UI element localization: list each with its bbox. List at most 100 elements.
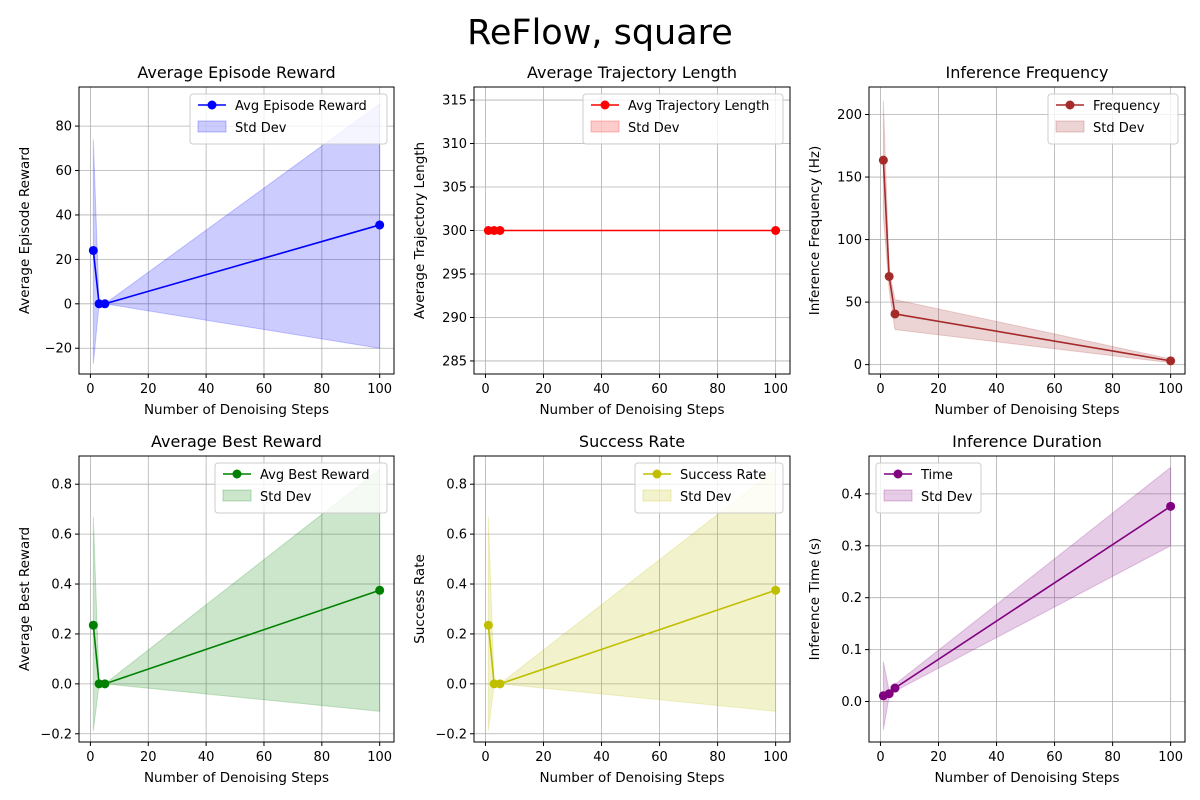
data-point — [88, 245, 98, 255]
data-point — [771, 226, 781, 235]
data-point — [884, 689, 894, 699]
y-tick-label: 305 — [442, 181, 467, 196]
y-tick-label: 290 — [442, 311, 467, 326]
legend-marker — [1065, 100, 1075, 110]
chart-title: Average Best Reward — [151, 432, 322, 451]
x-tick-label: 0 — [876, 382, 884, 397]
legend: Avg Trajectory Length Std Dev — [582, 93, 784, 145]
series-line — [882, 160, 1171, 362]
legend-band-swatch — [590, 120, 620, 133]
x-tick-label: 20 — [535, 750, 552, 765]
x-tick-label: 80 — [709, 750, 726, 765]
chart-panel-2: 0 20 40 60 80 100 285 290 295 300 305 310 315 Average… — [412, 63, 791, 418]
data-point — [884, 271, 894, 281]
legend-entry-band: Std Dev — [921, 490, 973, 505]
chart-title: Average Episode Reward — [137, 63, 335, 82]
axes-frame — [473, 455, 791, 743]
data-point — [100, 299, 110, 309]
data-point — [100, 679, 110, 689]
y-axis-label: Inference Frequency (Hz) — [807, 146, 823, 316]
chart-title: Average Trajectory Length — [527, 63, 737, 82]
x-tick-label: 0 — [86, 750, 94, 765]
y-tick-label: 285 — [442, 354, 467, 369]
x-tick-label: 0 — [481, 382, 489, 397]
y-tick-label: 80 — [55, 120, 72, 135]
y-tick-label: 0.0 — [446, 677, 467, 692]
y-axis-label: Average Best Reward — [17, 527, 33, 671]
x-tick-label: 40 — [198, 750, 215, 765]
y-tick-label: 315 — [442, 94, 467, 109]
chart-panel-4: 0 20 40 60 80 100 −0.2 0.0 0.2 0.4 0.6 0.8 Average B… — [17, 432, 395, 786]
data-point — [1166, 356, 1176, 366]
x-tick-label: 100 — [763, 750, 788, 765]
y-tick-label: −20 — [45, 342, 72, 357]
x-tick-label: 40 — [198, 382, 215, 397]
legend: Time Std Dev — [875, 462, 982, 514]
x-tick-label: 40 — [593, 750, 610, 765]
legend-entry-band: Std Dev — [680, 490, 732, 505]
axes-frame — [868, 86, 1186, 375]
data-point — [890, 309, 900, 319]
data-point — [878, 155, 888, 165]
y-tick-label: 0.0 — [51, 677, 72, 692]
y-tick-label: 200 — [837, 108, 862, 123]
x-tick-label: 20 — [535, 382, 552, 397]
y-tick-label: −0.2 — [40, 727, 72, 742]
y-tick-label: 50 — [845, 296, 862, 311]
legend-entry-band: Std Dev — [260, 490, 312, 505]
y-tick-label: 0.2 — [446, 627, 467, 642]
x-tick-label: 0 — [481, 750, 489, 765]
x-axis-label: Number of Denoising Steps — [539, 402, 724, 418]
x-tick-label: 0 — [86, 382, 94, 397]
x-axis-label: Number of Denoising Steps — [144, 770, 329, 786]
x-tick-label: 60 — [651, 382, 668, 397]
data-point — [1166, 501, 1176, 511]
x-tick-label: 60 — [1046, 382, 1063, 397]
legend-band-swatch — [883, 489, 913, 502]
data-point — [88, 620, 98, 630]
data-point — [495, 226, 505, 235]
y-tick-label: 0.0 — [841, 695, 862, 710]
x-tick-label: 80 — [1104, 750, 1121, 765]
x-tick-label: 40 — [988, 382, 1005, 397]
y-axis-label: Average Episode Reward — [17, 147, 33, 314]
y-tick-label: 0.3 — [841, 539, 862, 554]
data-point — [771, 585, 781, 595]
legend: Success Rate Std Dev — [634, 462, 784, 514]
chart-panel-5: 0 20 40 60 80 100 −0.2 0.0 0.2 0.4 0.6 0.8 Success R… — [412, 432, 791, 786]
x-tick-label: 20 — [140, 750, 157, 765]
x-tick-label: 40 — [593, 382, 610, 397]
legend-band-swatch — [1055, 120, 1085, 133]
legend-marker — [207, 100, 217, 110]
x-tick-label: 60 — [256, 750, 273, 765]
legend-marker — [232, 469, 242, 479]
y-tick-label: 20 — [55, 253, 72, 268]
y-tick-label: 0.1 — [841, 643, 862, 658]
y-tick-label: 295 — [442, 267, 467, 282]
chart-title: Inference Duration — [952, 432, 1102, 451]
x-tick-label: 100 — [367, 750, 392, 765]
y-tick-label: 0.8 — [446, 478, 467, 493]
x-tick-label: 100 — [1158, 750, 1183, 765]
y-tick-label: 0.8 — [51, 478, 72, 493]
legend-entry-band: Std Dev — [235, 121, 287, 136]
data-point — [495, 679, 505, 689]
legend-marker — [652, 469, 662, 479]
x-tick-label: 80 — [1104, 382, 1121, 397]
y-axis-label: Average Trajectory Length — [412, 142, 428, 319]
legend-box — [214, 462, 388, 514]
x-tick-label: 100 — [1158, 382, 1183, 397]
figure-title: ReFlow, square — [467, 13, 733, 53]
y-tick-label: 0.4 — [446, 578, 467, 593]
data-point — [483, 620, 493, 630]
legend-band-swatch — [197, 120, 227, 133]
x-tick-label: 100 — [367, 382, 392, 397]
legend: Avg Episode Reward Std Dev — [189, 93, 388, 145]
x-tick-label: 20 — [140, 382, 157, 397]
chart-title: Inference Frequency — [946, 63, 1109, 82]
y-tick-label: 0.6 — [51, 528, 72, 543]
legend-band-swatch — [642, 489, 672, 502]
legend-entry-line: Time — [920, 468, 953, 483]
legend-entry-band: Std Dev — [628, 121, 680, 136]
